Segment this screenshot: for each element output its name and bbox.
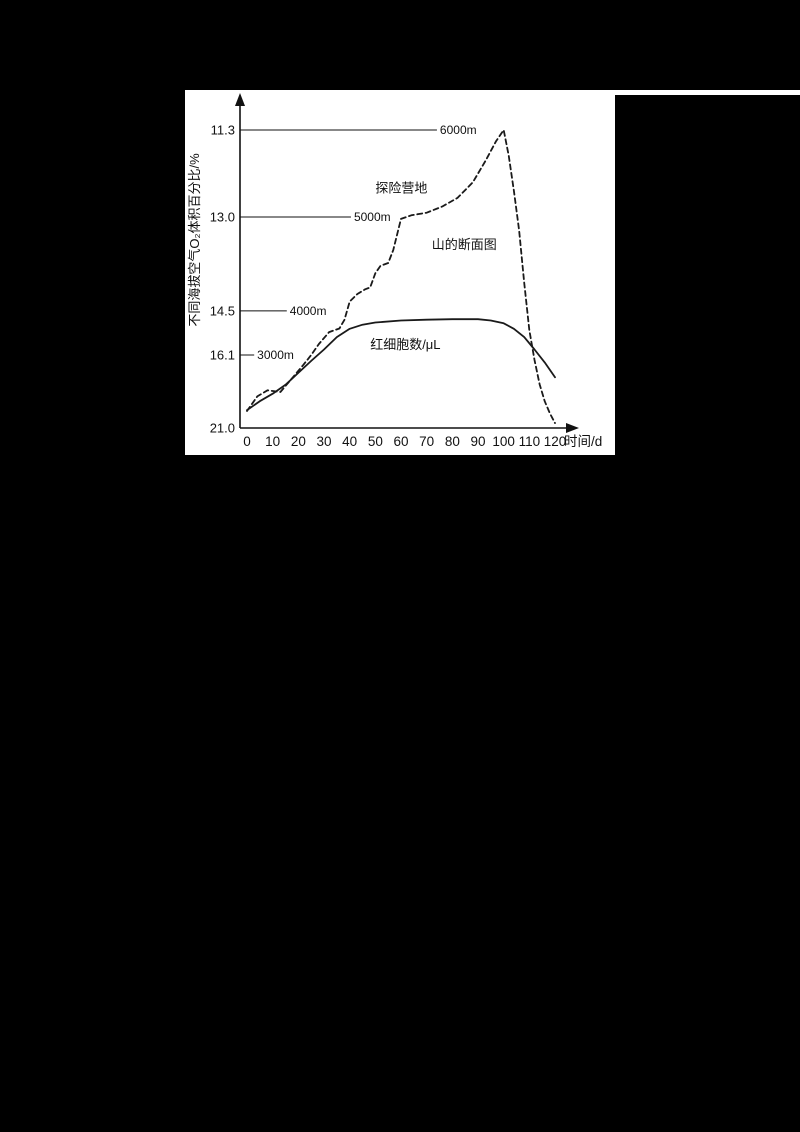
x-tick-label: 30	[316, 434, 331, 449]
scan-artifact-strip	[615, 90, 800, 95]
annotation-label: 红细胞数/μL	[370, 337, 440, 352]
y-tick-label: 21.0	[210, 421, 235, 436]
x-tick-label: 120	[544, 434, 567, 449]
y-tick-label: 14.5	[210, 303, 235, 318]
y-axis-title: 不同海拔空气O₂体积百分比/%	[187, 153, 202, 327]
red-blood-cell-curve	[246, 318, 556, 412]
x-axis-arrowhead	[566, 423, 579, 433]
y-tick-label: 16.1	[210, 347, 235, 362]
x-tick-label: 60	[393, 434, 408, 449]
x-tick-label: 100	[492, 434, 515, 449]
y-axis-arrowhead	[235, 93, 245, 106]
altitude-label: 3000m	[257, 348, 294, 362]
altitude-label: 4000m	[290, 304, 327, 318]
x-tick-label: 90	[470, 434, 485, 449]
x-tick-label: 80	[445, 434, 460, 449]
x-tick-label: 0	[243, 434, 251, 449]
altitude-label: 6000m	[440, 123, 477, 137]
x-tick-label: 20	[291, 434, 306, 449]
x-tick-label: 10	[265, 434, 280, 449]
annotation-label: 探险营地	[375, 181, 427, 196]
y-tick-label: 11.3	[211, 123, 235, 138]
x-axis-title: 时间/d	[564, 434, 602, 449]
x-tick-label: 50	[368, 434, 383, 449]
altitude-label: 5000m	[354, 210, 391, 224]
annotation-label: 山的断面图	[432, 237, 497, 252]
x-tick-label: 70	[419, 434, 434, 449]
mountain-profile-curve	[246, 129, 556, 425]
plot-area: 11.3 6000m 13.0 5000m 14.5 4000m 16.1 3000m 21.0…	[210, 123, 567, 450]
x-tick-label: 110	[519, 434, 541, 449]
y-tick-label: 13.0	[210, 210, 235, 225]
x-tick-label: 40	[342, 434, 357, 449]
figure-panel: 不同海拔空气O₂体积百分比/% 时间/d 11.3 6000m 13.0 5000m 1…	[185, 90, 615, 455]
